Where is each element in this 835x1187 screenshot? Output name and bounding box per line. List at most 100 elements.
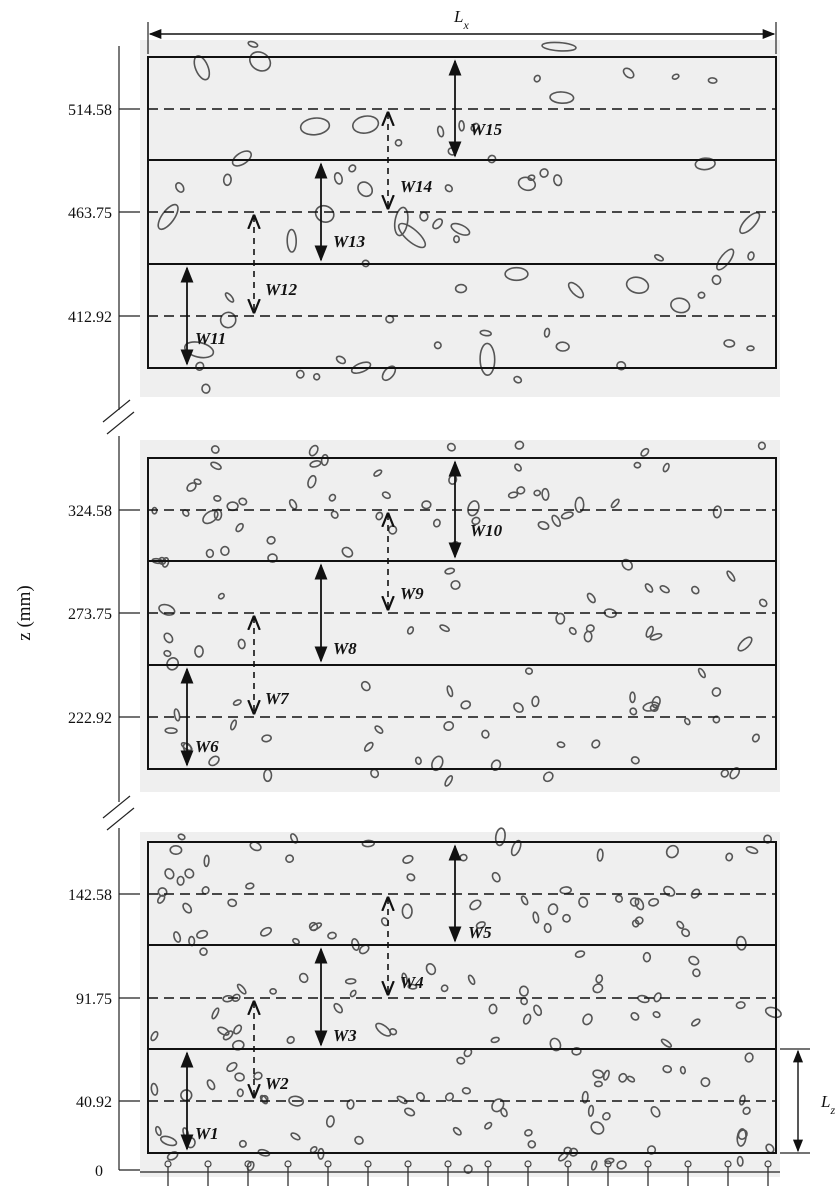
bubble <box>533 489 542 497</box>
bubble <box>259 926 273 937</box>
bubble <box>560 511 574 520</box>
bubble <box>267 553 278 563</box>
lz-dimension: Lz <box>780 1048 835 1154</box>
bubble <box>470 122 480 132</box>
bubble <box>421 500 432 510</box>
bubble <box>524 1129 533 1137</box>
bubble <box>596 848 604 862</box>
bubble <box>224 292 235 303</box>
bubble <box>510 839 522 857</box>
bubble <box>633 461 642 469</box>
tick-label-0: 0 <box>95 1163 103 1180</box>
bubble <box>299 117 331 136</box>
bubble <box>582 1013 593 1026</box>
bubble <box>208 755 220 767</box>
bubble <box>352 115 380 134</box>
bubble <box>357 181 374 198</box>
bubble <box>491 871 501 883</box>
bubble <box>691 1018 701 1027</box>
bubble <box>711 274 722 286</box>
tick-label-40-92: 40.92 <box>76 1094 112 1111</box>
bubble <box>235 522 244 533</box>
bubble <box>556 741 566 749</box>
bubble <box>266 535 276 545</box>
bubble <box>158 603 176 616</box>
bubble <box>567 281 585 299</box>
bubble <box>553 174 563 187</box>
bubble <box>375 1022 392 1037</box>
bubble <box>745 846 759 855</box>
bubble <box>568 626 577 636</box>
bubble <box>691 585 700 595</box>
bubble <box>583 630 593 643</box>
bubble <box>450 580 461 590</box>
bubble <box>590 1160 598 1171</box>
bubble <box>325 1115 335 1128</box>
bubble <box>348 164 357 173</box>
bubble <box>298 972 309 984</box>
bubble <box>320 453 329 467</box>
bubble <box>249 51 272 72</box>
window-label-w4: W4 <box>400 973 424 992</box>
bubble <box>396 1095 408 1105</box>
bubble <box>533 1004 543 1017</box>
bubble <box>196 929 209 939</box>
bubble <box>261 734 272 743</box>
bubble <box>518 985 529 997</box>
bubble <box>425 963 437 976</box>
bubble <box>543 327 551 338</box>
ruler-pin <box>324 1160 332 1168</box>
bubble <box>711 687 722 697</box>
bubble <box>562 913 571 923</box>
bubble <box>537 520 550 531</box>
bubble <box>154 1125 162 1137</box>
bubble <box>203 854 210 868</box>
bubble <box>446 685 454 698</box>
bubble <box>206 1079 216 1091</box>
bubble <box>630 756 640 765</box>
bubble <box>679 1065 687 1075</box>
bubble <box>414 756 422 765</box>
bubble <box>532 911 540 924</box>
bubble <box>456 1056 466 1065</box>
bubble <box>539 168 549 178</box>
bubble <box>652 1011 661 1019</box>
bottom-photo-panel <box>140 832 780 1177</box>
tick-label-514-58: 514.58 <box>68 102 112 119</box>
bubble <box>514 463 522 472</box>
bubble <box>444 775 454 787</box>
ruler-pin <box>204 1160 212 1168</box>
bubble <box>415 1091 426 1102</box>
bubble <box>541 487 550 501</box>
bubble <box>681 928 691 938</box>
bubble <box>467 500 480 517</box>
bubble <box>173 931 182 943</box>
bubble <box>700 1077 711 1088</box>
bubble <box>671 73 680 80</box>
bubble <box>432 518 441 528</box>
bubble <box>591 739 601 749</box>
bubble <box>381 365 397 382</box>
bubble <box>402 854 414 864</box>
bubble <box>694 157 716 171</box>
ruler-pin <box>524 1160 532 1168</box>
bubble <box>555 341 570 352</box>
bubble <box>164 868 175 880</box>
bubble <box>349 989 357 998</box>
bubble <box>354 1135 364 1145</box>
bubble <box>479 329 492 337</box>
bubble <box>346 1099 355 1110</box>
bubble <box>450 222 471 236</box>
bubble <box>574 950 586 958</box>
bubble <box>333 1002 344 1014</box>
bubble <box>649 703 659 713</box>
bubble <box>659 584 670 594</box>
bubble <box>157 203 179 231</box>
bubble <box>184 868 195 879</box>
tick-label-463-75: 463.75 <box>68 205 112 222</box>
bubble <box>670 297 691 314</box>
bubble <box>662 1064 673 1074</box>
bubble <box>452 1126 462 1136</box>
window-label-w6: W6 <box>195 737 219 756</box>
bubble <box>555 612 566 625</box>
